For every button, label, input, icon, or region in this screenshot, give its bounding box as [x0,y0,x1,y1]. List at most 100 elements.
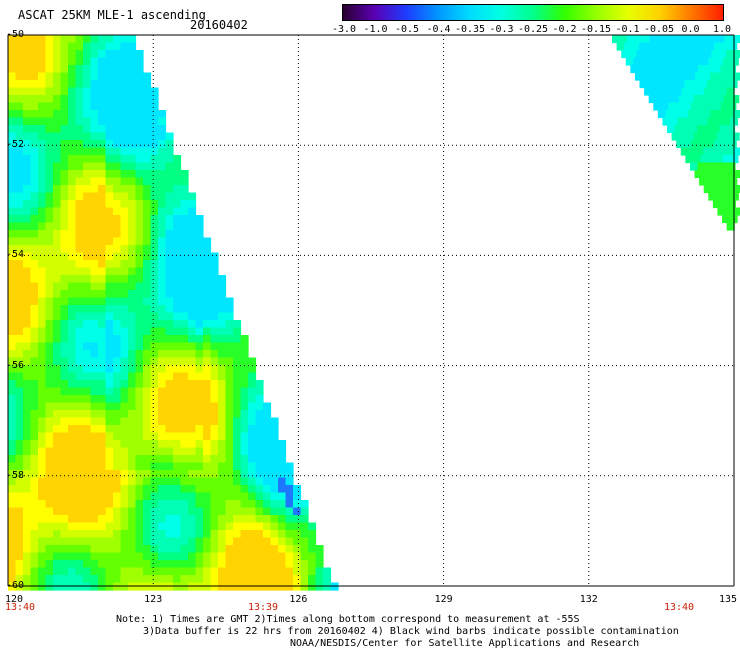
swath-cell [30,365,39,374]
swath-cell [240,530,249,539]
swath-cell [165,192,174,201]
swath-cell [225,530,234,539]
swath-cell [188,237,197,246]
swath-cell [165,155,174,164]
swath-cell [15,515,24,524]
swath-cell [135,177,144,186]
swath-cell [98,95,107,104]
swath-cell [702,110,711,119]
swath-cell [30,440,39,449]
swath-cell [128,492,137,501]
swath-cell [135,110,144,119]
swath-cell [300,552,309,561]
swath-cell [60,470,69,479]
swath-cell [135,147,144,156]
swath-cell [195,327,204,336]
swath-cell [128,237,137,246]
swath-cell [143,387,152,396]
swath-cell [285,522,294,531]
swath-cell [38,125,47,134]
swath-cell [120,290,129,299]
swath-cell [128,470,137,479]
swath-cell [210,342,219,351]
swath-cell [98,207,107,216]
swath-cell [75,402,84,411]
swath-cell [725,110,734,119]
swath-cell [105,417,114,426]
swath-cell [240,342,249,351]
swath-cell [8,305,17,314]
swath-cell [278,575,287,584]
swath-cell [68,42,77,51]
swath-cell [15,552,24,561]
swath-cell [53,282,62,291]
swath-cell [180,275,189,284]
swath-cell [195,237,204,246]
swath-cell [68,485,77,494]
swath-cell [45,132,54,141]
swath-cell [120,110,129,119]
swath-cell [83,222,92,231]
swath-cell [270,440,279,449]
swath-cell [173,545,182,554]
swath-cell [90,477,99,486]
swath-cell [727,65,736,74]
swath-cell [691,42,700,51]
swath-cell [263,575,272,584]
swath-cell [225,312,234,321]
swath-cell [135,372,144,381]
swath-cell [308,552,317,561]
swath-cell [15,440,24,449]
swath-cell [60,567,69,576]
swath-cell [195,312,204,321]
swath-cell [225,462,234,471]
swath-cell [180,575,189,584]
swath-cell [30,282,39,291]
swath-cell [173,515,182,524]
swath-cell [278,470,287,479]
swath-cell [45,485,54,494]
swath-cell [113,207,122,216]
swath-cell [105,402,114,411]
swath-cell [665,110,674,119]
swath-cell [113,372,122,381]
swath-cell [83,72,92,81]
swath-cell [15,215,24,224]
swath-cell [203,440,212,449]
swath-cell [158,522,167,531]
swath-cell [30,72,39,81]
swath-cell [203,582,212,591]
swath-cell [120,440,129,449]
swath-cell [8,290,17,299]
swath-cell [135,57,144,66]
swath-cell [23,387,32,396]
swath-cell [173,327,182,336]
swath-cell [90,440,99,449]
swath-cell [135,522,144,531]
swath-cell [60,95,69,104]
swath-cell [128,312,137,321]
swath-cell [15,42,24,51]
swath-cell [128,462,137,471]
swath-cell [60,177,69,186]
swath-cell [218,455,227,464]
swath-cell [218,327,227,336]
swath-cell [143,470,152,479]
swath-cell [180,560,189,569]
swath-cell [203,312,212,321]
swath-cell [195,282,204,291]
swath-cell [255,545,264,554]
swath-cell [255,522,264,531]
swath-cell [225,305,234,314]
swath-cell [30,297,39,306]
swath-cell [45,35,54,44]
swath-cell [120,65,129,74]
swath-cell [165,297,174,306]
swath-cell [83,117,92,126]
swath-cell [30,230,39,239]
swath-cell [173,425,182,434]
swath-cell [8,402,17,411]
swath-cell [98,470,107,479]
swath-cell [98,185,107,194]
swath-cell [120,320,129,329]
